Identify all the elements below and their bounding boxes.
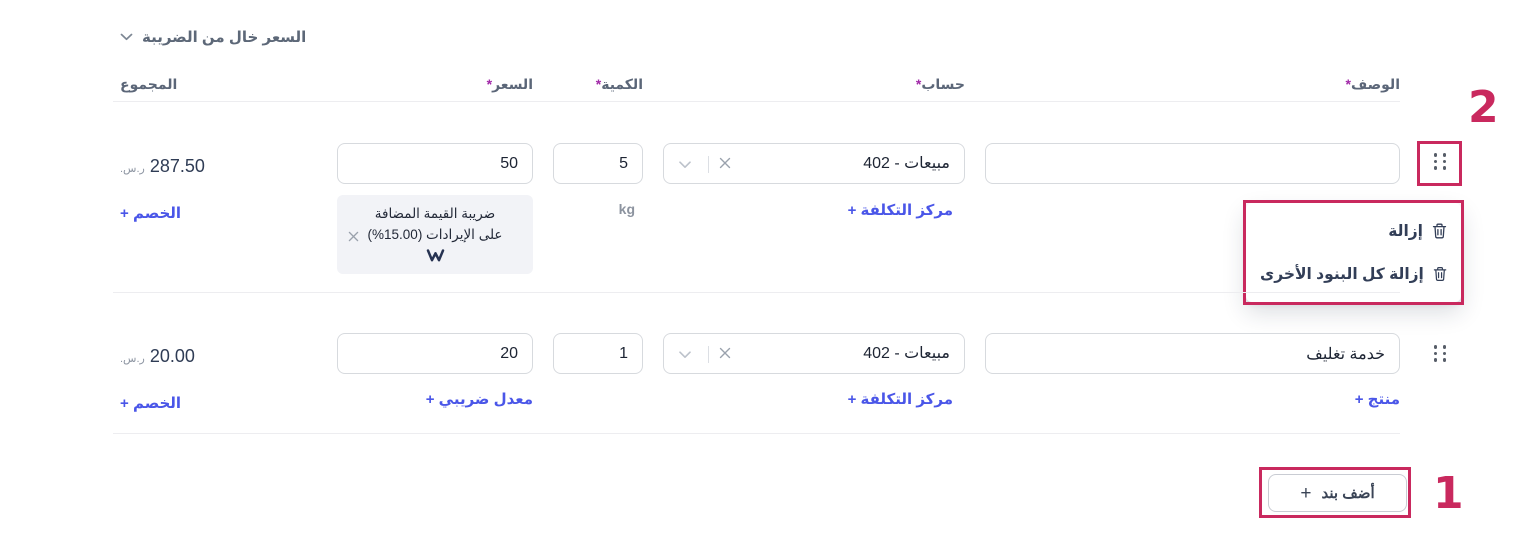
row2-account-value: 402 - مبيعات	[863, 345, 950, 362]
row2-total-amount: 20.00	[149, 346, 195, 366]
annotation-box-menu	[1243, 200, 1464, 305]
annotation-number-2: 2	[1468, 82, 1499, 133]
drag-handle-icon	[1433, 345, 1446, 362]
chevron-down-icon	[120, 33, 133, 41]
row2-add-cost-center-link[interactable]: + مركز التكلفة	[847, 391, 953, 408]
required-marker: *	[486, 76, 493, 92]
row1-quantity-input[interactable]	[553, 143, 643, 184]
trash-icon	[1433, 266, 1447, 282]
required-marker: *	[1345, 76, 1351, 92]
select-divider	[708, 346, 709, 363]
menu-item-remove[interactable]: إزالة	[1260, 222, 1447, 241]
chevron-down-icon[interactable]	[679, 161, 691, 169]
wafeq-logo	[337, 248, 533, 269]
column-header-account: حساب*	[915, 76, 965, 92]
plus-icon: +	[1300, 482, 1312, 504]
menu-item-remove-label: إزالة	[1388, 222, 1423, 240]
menu-item-remove-all-others[interactable]: إزالة كل البنود الأخرى	[1260, 265, 1447, 284]
row1-tax-chip: ضريبة القيمة المضافة على الإيرادات (15.0…	[337, 195, 533, 274]
tax-chip-line2: على الإيرادات (15.00%)	[367, 226, 503, 242]
required-marker: *	[915, 76, 922, 92]
row1-drag-handle[interactable]	[1417, 141, 1462, 182]
column-header-quantity: الكمية*	[595, 76, 643, 92]
price-mode-dropdown[interactable]: السعر خال من الضريبة	[120, 28, 306, 46]
add-item-button-label: أضف بند	[1321, 485, 1375, 502]
row-divider	[113, 292, 1400, 293]
row1-price-input[interactable]	[337, 143, 533, 184]
row2-add-discount-link[interactable]: + الخصم	[120, 395, 182, 412]
row1-unit-label: kg	[618, 201, 635, 217]
annotation-box-add-button	[1259, 467, 1411, 518]
trash-icon	[1432, 223, 1447, 239]
row2-currency: ر.س.	[120, 353, 145, 365]
column-header-price: السعر*	[486, 76, 533, 92]
chevron-down-icon[interactable]	[679, 351, 691, 359]
row2-account-select[interactable]: 402 - مبيعات	[663, 333, 965, 374]
row2-add-product-link[interactable]: + منتج	[1354, 391, 1400, 408]
row-context-menu: إزالة إزالة كل البنود الأخرى	[1246, 203, 1461, 302]
annotation-box-drag-handle	[1417, 141, 1462, 186]
row2-add-tax-rate-link[interactable]: + معدل ضريبي	[425, 391, 533, 408]
row1-currency: ر.س.	[120, 163, 145, 175]
row2-drag-handle[interactable]	[1417, 333, 1462, 374]
header-divider	[113, 101, 1400, 102]
row1-add-discount-link[interactable]: + الخصم	[120, 205, 182, 222]
clear-icon[interactable]	[719, 347, 731, 359]
select-divider	[708, 156, 709, 173]
row1-add-cost-center-link[interactable]: + مركز التكلفة	[847, 202, 953, 219]
bottom-divider	[113, 433, 1400, 434]
column-header-total: المجموع	[120, 76, 178, 92]
row2-quantity-input[interactable]	[553, 333, 643, 374]
required-marker: *	[595, 76, 602, 92]
price-mode-label: السعر خال من الضريبة	[142, 29, 307, 46]
add-item-button[interactable]: + أضف بند	[1268, 474, 1407, 512]
menu-item-remove-all-others-label: إزالة كل البنود الأخرى	[1260, 265, 1424, 283]
row2-price-input[interactable]	[337, 333, 533, 374]
row2-description-input[interactable]	[985, 333, 1400, 374]
row1-description-input[interactable]	[985, 143, 1400, 184]
annotation-number-1: 1	[1433, 468, 1464, 519]
clear-icon[interactable]	[719, 157, 731, 169]
row2-total: 20.00 ر.س.	[120, 346, 195, 367]
clear-icon[interactable]	[348, 231, 359, 242]
row1-total-amount: 287.50	[149, 156, 205, 176]
row1-account-value: 402 - مبيعات	[863, 155, 950, 172]
tax-chip-line1: ضريبة القيمة المضافة	[374, 206, 496, 221]
row1-total: 287.50 ر.س.	[120, 156, 205, 177]
column-header-description: الوصف*	[1345, 76, 1401, 92]
row1-account-select[interactable]: 402 - مبيعات	[663, 143, 965, 184]
drag-handle-icon	[1433, 153, 1446, 170]
